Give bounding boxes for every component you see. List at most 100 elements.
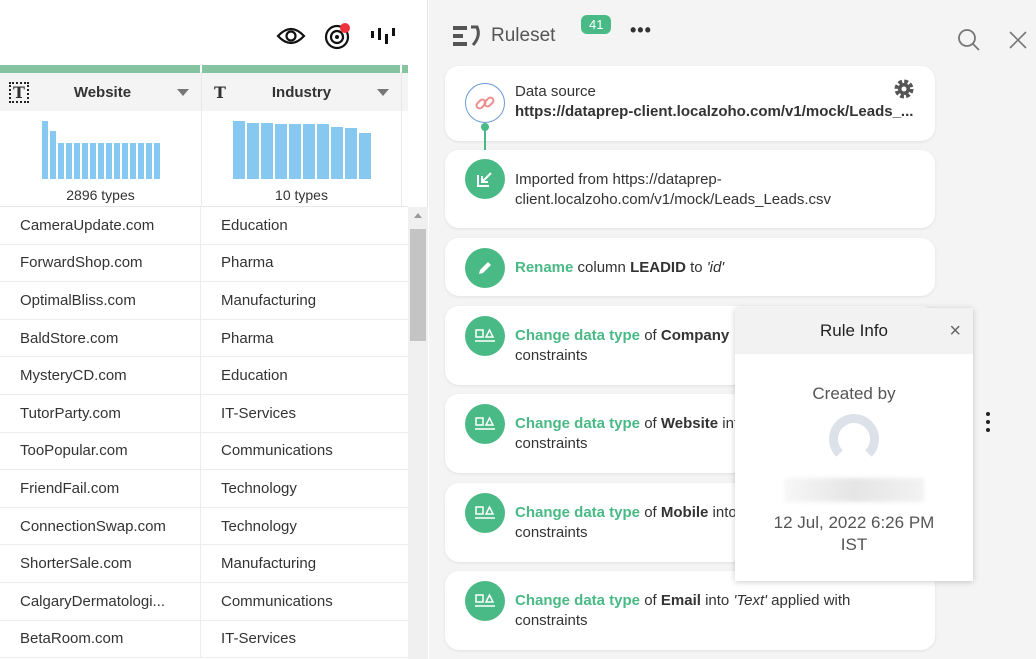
rule-card-import[interactable]: Imported from https://dataprep-client.lo… <box>445 150 935 228</box>
table-row[interactable]: MysteryCD.com Education <box>0 357 408 395</box>
rule-text-part: applied with <box>766 592 851 609</box>
histogram-bar <box>49 131 56 179</box>
vertical-scrollbar[interactable] <box>408 207 428 659</box>
chart-bars-icon[interactable] <box>370 26 396 46</box>
cell-industry[interactable]: Manufacturing <box>221 291 317 309</box>
table-row[interactable]: CalgaryDermatologi... Communications <box>0 582 408 621</box>
cell-website[interactable]: ConnectionSwap.com <box>0 507 201 545</box>
histogram-bar <box>316 124 329 179</box>
table-row[interactable]: BaldStore.com Pharma <box>0 319 408 358</box>
histogram-bar <box>232 121 245 179</box>
connector-line <box>481 123 489 161</box>
cell-industry[interactable]: Pharma <box>221 329 274 347</box>
cell-website[interactable]: ShorterSale.com <box>0 545 201 582</box>
column-header-website[interactable]: T Website <box>0 73 202 111</box>
histogram-bar <box>330 126 343 179</box>
rule-text-part: into <box>708 504 737 521</box>
cell-industry[interactable]: Education <box>221 367 288 385</box>
change-type-icon <box>465 404 505 444</box>
table-row[interactable]: ConnectionSwap.com Technology <box>0 507 408 546</box>
text-bracket-icon[interactable]: T <box>9 81 29 103</box>
rule-card-change-data-type[interactable]: Change data type of Email into 'Text' ap… <box>445 571 935 650</box>
eye-icon[interactable] <box>276 26 306 46</box>
dropdown-arrow-icon[interactable] <box>377 88 389 96</box>
blurred-username <box>784 478 924 502</box>
cell-industry[interactable]: Technology <box>221 479 297 497</box>
histogram-bar <box>121 143 128 179</box>
table-row[interactable]: CameraUpdate.com Education <box>0 207 408 245</box>
table-row[interactable]: TooPopular.com Communications <box>0 432 408 471</box>
rule-card-data-source[interactable]: Data source https://dataprep-client.local… <box>445 66 935 141</box>
link-icon <box>465 83 505 123</box>
cell-industry[interactable]: IT-Services <box>221 630 297 648</box>
rule-text-part: constraints <box>515 524 588 541</box>
search-icon[interactable] <box>957 28 981 52</box>
cell-website[interactable]: CameraUpdate.com <box>0 207 201 244</box>
histogram-row: 2896 types 10 types <box>0 111 408 207</box>
cell-industry[interactable]: Manufacturing <box>221 555 317 573</box>
rule-action: Change data type <box>515 415 641 432</box>
text-icon[interactable]: T <box>214 82 226 102</box>
table-row[interactable]: ShorterSale.com Manufacturing <box>0 545 408 583</box>
industry-histogram: 10 types <box>202 111 402 207</box>
rule-text: Imported from https://dataprep-client.lo… <box>515 171 831 208</box>
rule-column: Company <box>660 327 730 344</box>
cell-website[interactable]: BaldStore.com <box>0 319 201 357</box>
cell-website[interactable]: CalgaryDermatologi... <box>0 582 201 620</box>
scroll-up-arrow-icon[interactable] <box>414 213 422 218</box>
rule-text-part: of <box>640 327 661 344</box>
date-text: 12 Jul, 2022 6:26 PM <box>773 513 935 532</box>
cell-website[interactable]: TooPopular.com <box>0 432 201 470</box>
cell-website[interactable]: ForwardShop.com <box>0 244 201 282</box>
rule-column: Mobile <box>660 504 709 521</box>
website-histogram: 2896 types <box>0 111 202 207</box>
table-row[interactable]: TutorParty.com IT-Services <box>0 394 408 433</box>
close-icon[interactable] <box>1009 31 1027 49</box>
cell-website[interactable]: MysteryCD.com <box>0 357 201 394</box>
more-options-button[interactable]: ••• <box>630 20 652 40</box>
close-popup-button[interactable]: × <box>949 320 961 342</box>
cell-website[interactable]: BetaRoom.com <box>0 620 201 658</box>
cell-industry[interactable]: Communications <box>221 442 333 460</box>
target-icon[interactable] <box>324 22 352 50</box>
cell-website[interactable]: TutorParty.com <box>0 394 201 432</box>
histogram-bar <box>145 143 152 179</box>
table-row[interactable]: BetaRoom.com IT-Services <box>0 620 408 659</box>
scrollbar-thumb[interactable] <box>410 229 426 341</box>
pencil-icon <box>465 248 505 288</box>
rule-text: Change data type of Mobile into constrain… <box>515 503 915 543</box>
kebab-menu-icon[interactable] <box>986 412 990 432</box>
rule-action: Change data type <box>515 592 641 609</box>
cell-website[interactable]: FriendFail.com <box>0 470 201 507</box>
rule-value: 'id' <box>706 259 725 276</box>
cell-industry[interactable]: Communications <box>221 592 333 610</box>
dropdown-arrow-icon[interactable] <box>177 88 189 96</box>
rule-text-part: of <box>640 592 661 609</box>
column-header-industry[interactable]: T Industry <box>202 73 402 111</box>
cell-industry[interactable]: Education <box>221 216 288 234</box>
data-source-url: https://dataprep-client.localzoho.com/v1… <box>515 103 914 120</box>
column-name: Industry <box>271 83 332 101</box>
popup-title: Rule Info <box>819 321 889 340</box>
cell-industry[interactable]: Pharma <box>221 254 274 272</box>
table-row[interactable]: FriendFail.com Technology <box>0 470 408 508</box>
table-row[interactable]: ForwardShop.com Pharma <box>0 244 408 283</box>
change-type-icon <box>465 581 505 621</box>
cell-industry[interactable]: Technology <box>221 517 297 535</box>
rule-text: Rename column LEADID to 'id' <box>515 258 915 278</box>
ruleset-header: Ruleset 41 ••• <box>453 15 651 48</box>
rule-column: Email <box>660 592 701 609</box>
histogram-bar <box>81 143 88 179</box>
rule-text-part: constraints <box>515 612 588 629</box>
cell-industry[interactable]: IT-Services <box>221 404 297 422</box>
data-source-label: Data source <box>515 83 596 100</box>
rule-card-rename[interactable]: Rename column LEADID to 'id' <box>445 238 935 296</box>
rule-column: LEADID <box>630 259 686 276</box>
gear-icon[interactable] <box>893 78 915 100</box>
histogram-bar <box>302 124 315 179</box>
rule-action: Change data type <box>515 327 641 344</box>
rule-text-part: constraints <box>515 347 588 364</box>
rule-text-part: column <box>573 259 631 276</box>
table-row[interactable]: OptimalBliss.com Manufacturing <box>0 282 408 320</box>
cell-website[interactable]: OptimalBliss.com <box>0 282 201 319</box>
